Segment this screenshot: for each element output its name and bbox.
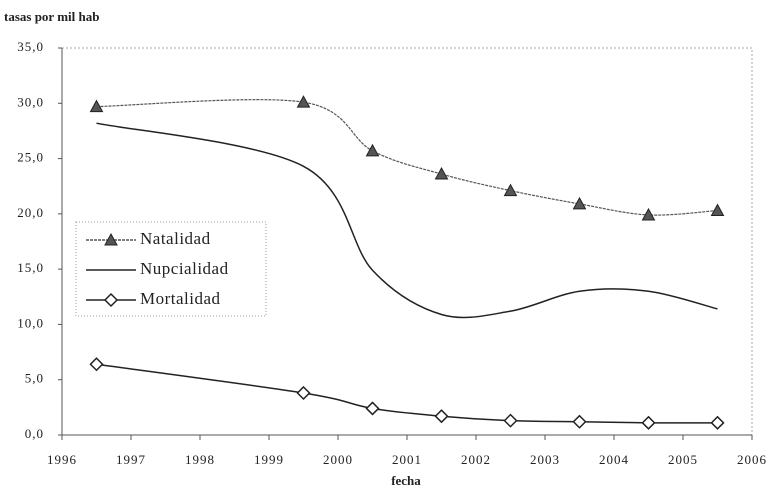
marker [572, 196, 587, 210]
line [96, 99, 718, 216]
y-tick-label: 35,0 [17, 39, 44, 54]
legend-label: Mortalidad [140, 289, 221, 308]
marker [365, 401, 380, 416]
marker [710, 203, 725, 217]
x-tick-label: 2003 [530, 452, 560, 467]
x-tick-label: 1998 [185, 452, 215, 467]
line [96, 122, 718, 319]
marker [641, 415, 656, 430]
x-tick-label: 2002 [461, 452, 491, 467]
x-tick-label: 1999 [254, 452, 284, 467]
marker [710, 415, 725, 430]
marker [89, 99, 104, 113]
legend-label: Natalidad [140, 229, 211, 248]
x-tick-label: 1996 [47, 452, 77, 467]
marker [503, 183, 518, 197]
legend-marker [104, 232, 118, 246]
line [96, 363, 718, 424]
legend-label: Nupcialidad [140, 259, 229, 278]
y-tick-label: 10,0 [17, 315, 44, 330]
x-tick-label: 2006 [737, 452, 767, 467]
marker [365, 143, 380, 157]
y-tick-label: 0,0 [25, 426, 44, 441]
y-tick-label: 20,0 [17, 205, 44, 220]
x-tick-label: 2000 [323, 452, 353, 467]
marker [434, 167, 449, 180]
y-tick-label: 5,0 [25, 371, 44, 386]
x-tick-label: 2001 [392, 452, 422, 467]
marker [296, 385, 311, 401]
y-axis-title: tasas por mil hab [4, 9, 99, 24]
marker [572, 414, 587, 429]
marker [296, 95, 311, 108]
x-tick-label: 2005 [668, 452, 698, 467]
marker [503, 413, 518, 428]
marker [434, 409, 449, 424]
marker [641, 207, 656, 221]
y-tick-label: 25,0 [17, 150, 44, 165]
x-tick-label: 1997 [116, 452, 146, 467]
legend-marker [103, 292, 119, 308]
y-tick-label: 15,0 [17, 260, 44, 275]
x-tick-label: 2004 [599, 452, 629, 467]
y-tick-label: 30,0 [17, 94, 44, 109]
x-axis-title: fecha [391, 473, 421, 488]
marker [89, 357, 104, 372]
